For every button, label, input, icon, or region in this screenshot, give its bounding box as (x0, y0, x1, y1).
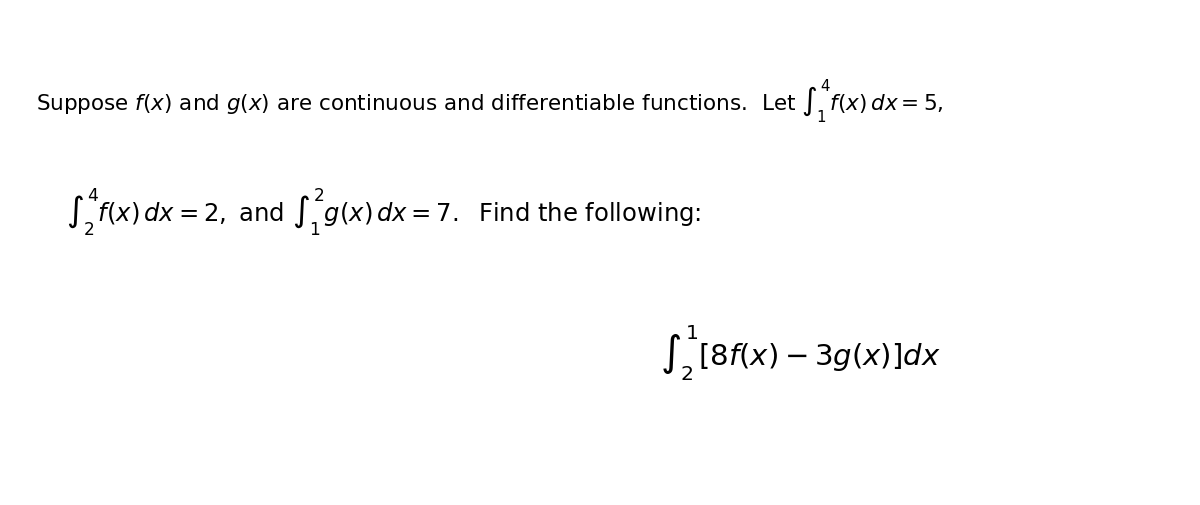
Text: $\int_{2}^{4} f(x)\, dx = 2,$ and $\int_{1}^{2} g(x)\, dx = 7.\;$ Find the follo: $\int_{2}^{4} f(x)\, dx = 2,$ and $\int_… (66, 186, 701, 238)
Text: $\int_{2}^{1} \left[8f(x) - 3g(x)\right] dx$: $\int_{2}^{1} \left[8f(x) - 3g(x)\right]… (660, 324, 941, 383)
Text: Suppose $f(x)$ and $g(x)$ are continuous and differentiable functions.  Let $\in: Suppose $f(x)$ and $g(x)$ are continuous… (36, 77, 943, 125)
